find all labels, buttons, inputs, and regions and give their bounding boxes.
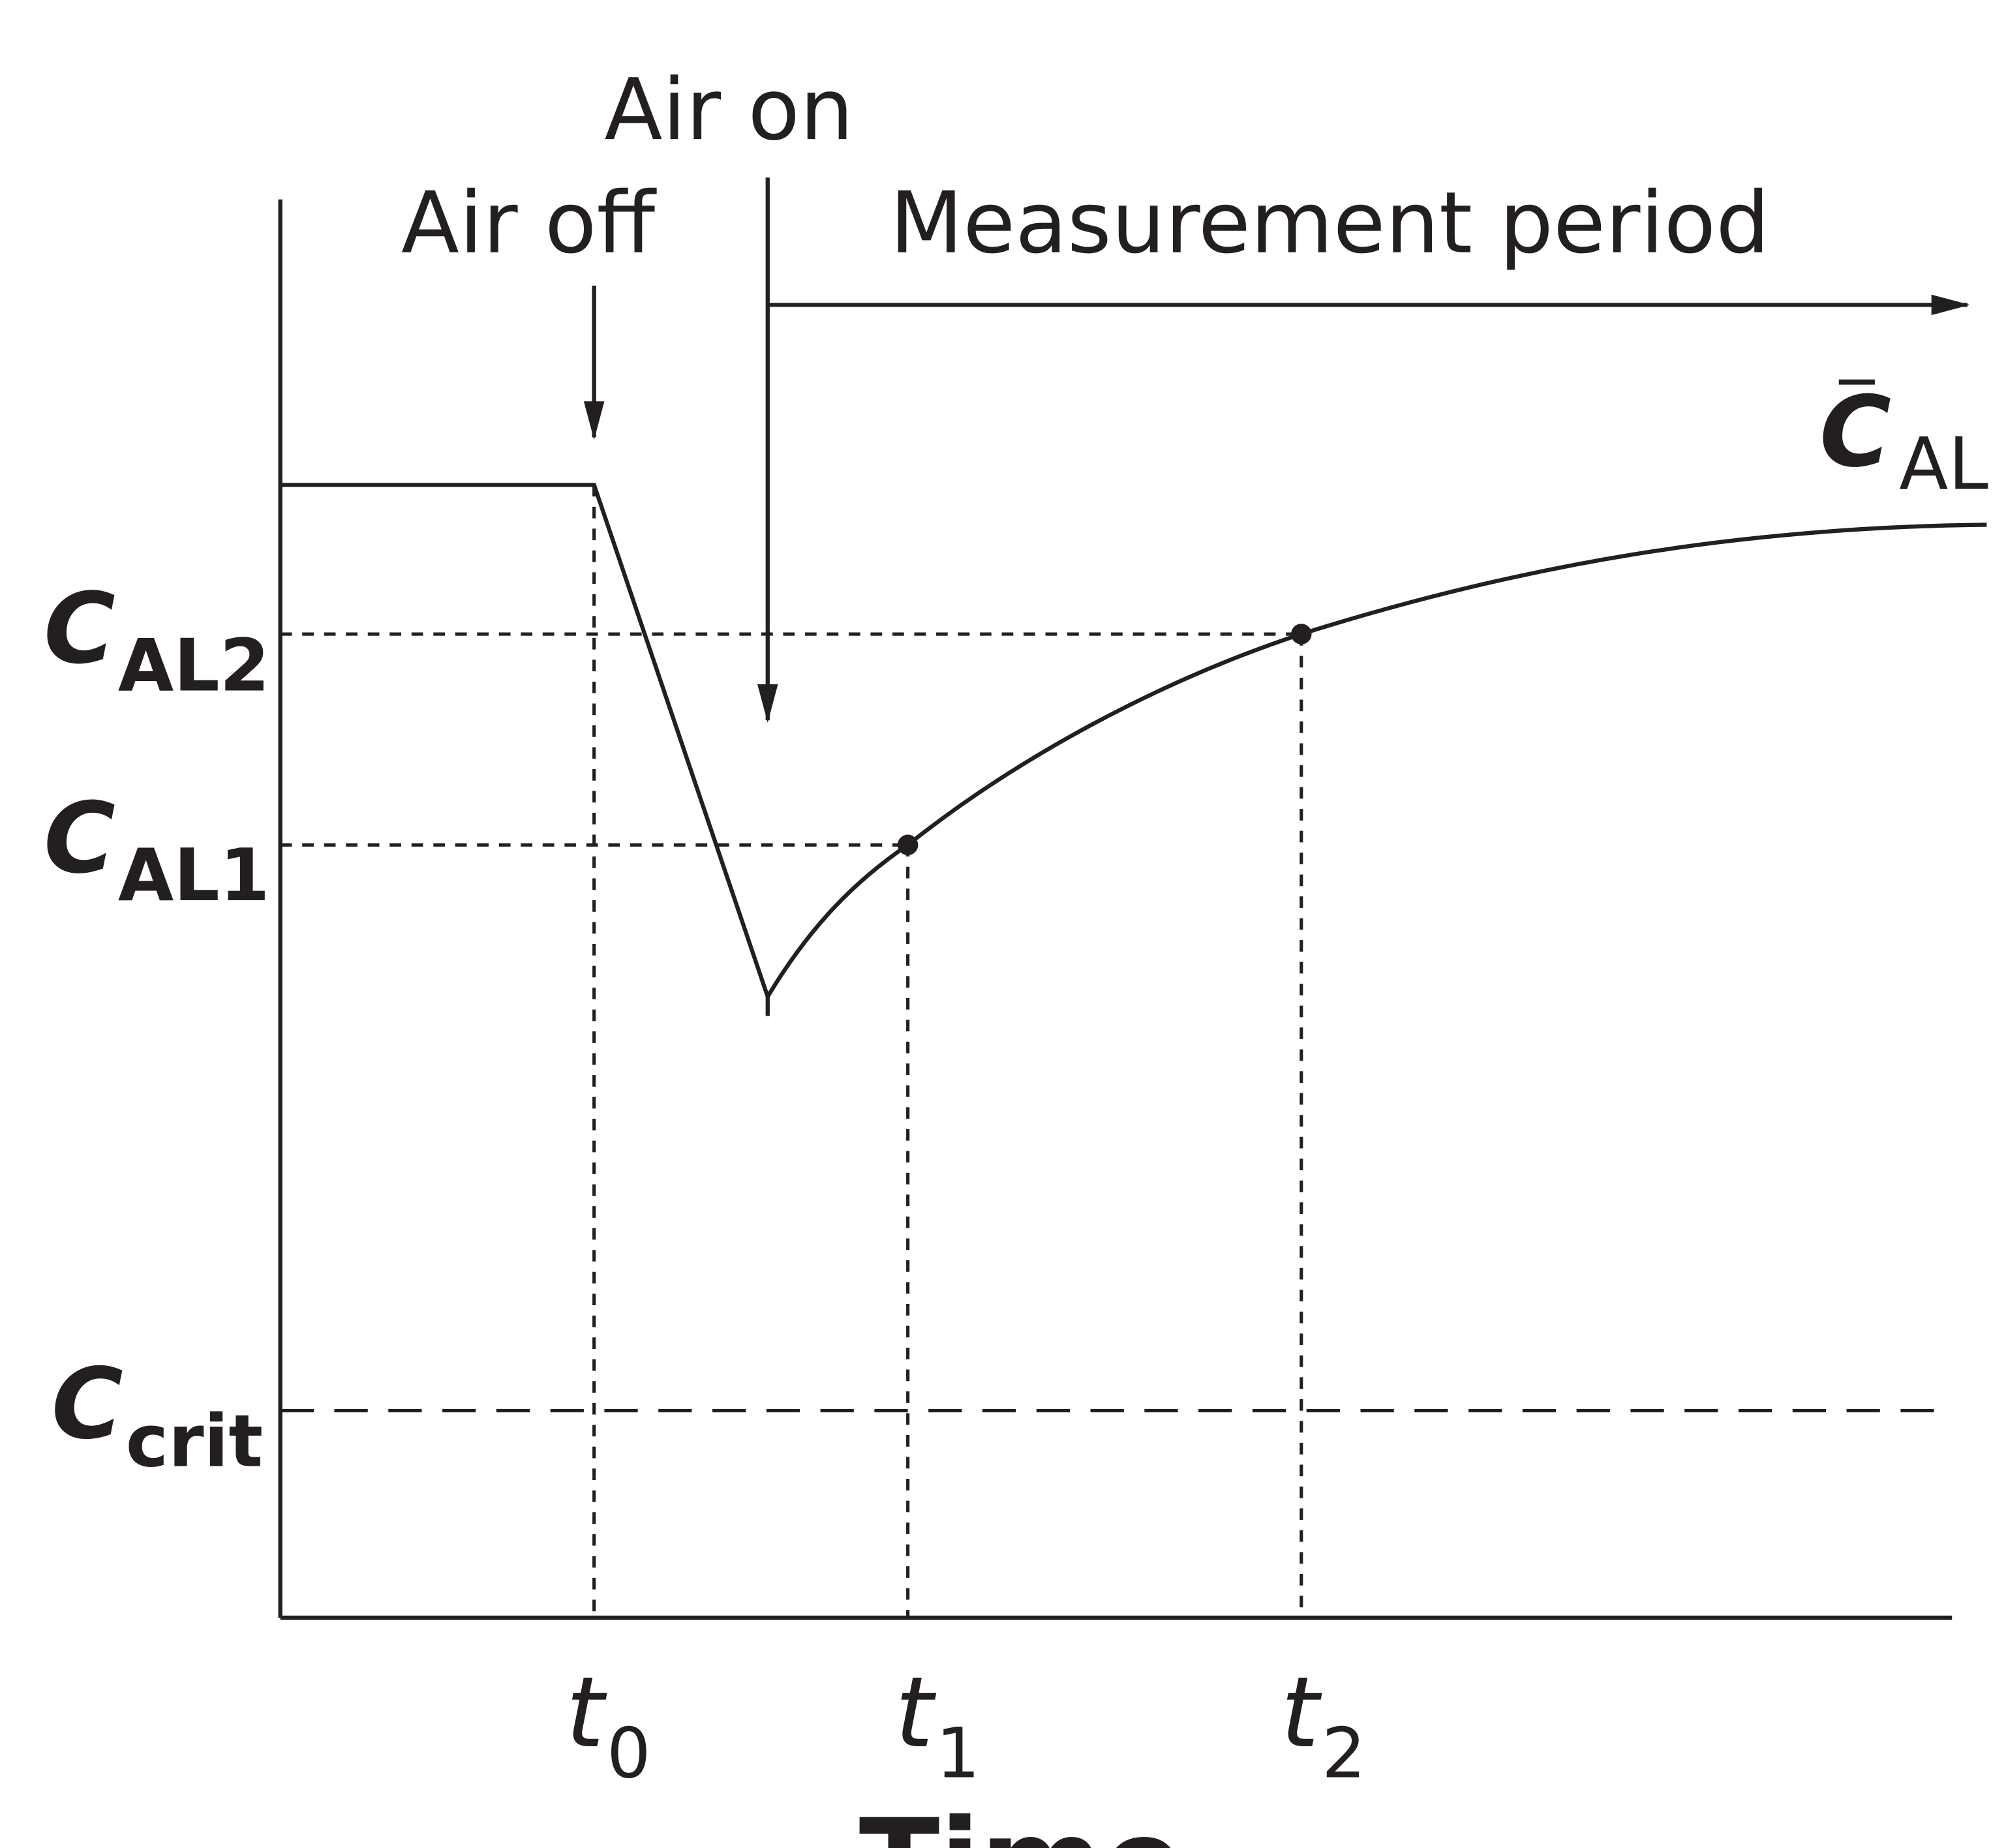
x-axis-label: Time: [859, 1794, 1184, 1848]
x-tick-label-t0: t0: [566, 1656, 650, 1794]
x-tick-label-t2: t2: [1281, 1656, 1365, 1794]
y-tick-label-cal1: CAL1: [44, 782, 269, 918]
y-tick-label-cal2: CAL2: [44, 572, 269, 708]
cal-bar-label: C AL: [1819, 376, 1988, 506]
concentration-curve: [280, 483, 1987, 1016]
t1-point: [897, 834, 919, 856]
air-on-label: Air on: [604, 60, 853, 159]
air-off-label: Air off: [401, 174, 658, 273]
y-tick-label-ccrit: Ccrit: [52, 1348, 263, 1483]
x-tick-label-t1: t1: [895, 1656, 980, 1794]
t2-point: [1291, 624, 1312, 644]
measurement-period-label: Measurement period: [890, 174, 1770, 273]
